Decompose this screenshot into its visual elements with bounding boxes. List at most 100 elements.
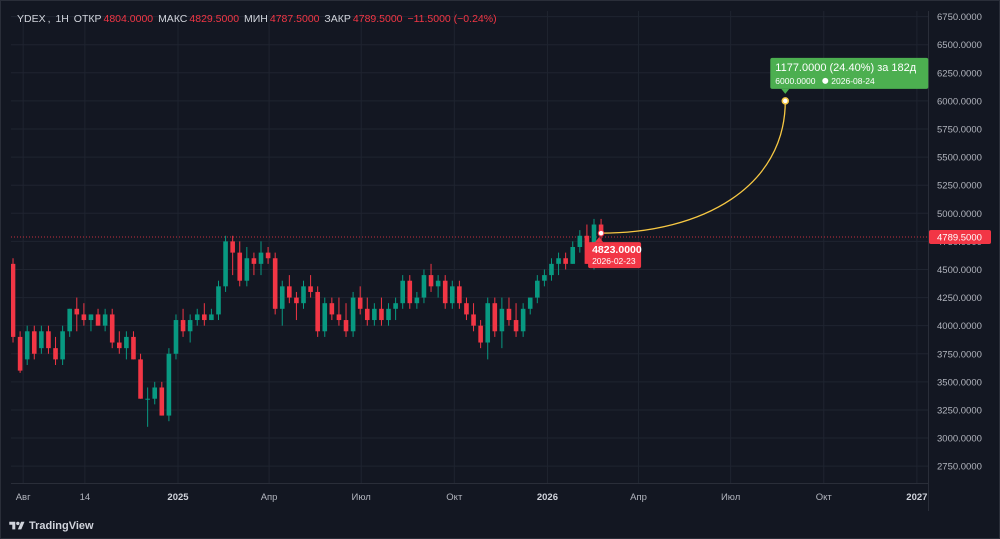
candle-body	[308, 286, 313, 292]
candle-body	[428, 275, 434, 287]
candle-body	[81, 314, 87, 321]
x-tick-label: Июл	[352, 492, 371, 503]
forecast-start-price: 4823.0000	[592, 244, 642, 256]
candle-body	[301, 286, 306, 304]
candle-body	[152, 387, 158, 399]
y-tick-label: 4000.0000	[937, 321, 982, 332]
candle-body	[287, 286, 292, 298]
candle-body	[88, 314, 94, 321]
y-tick-label: 3500.0000	[937, 377, 982, 388]
ohlc-legend: YDEX, 1H ОТКР 4804.0000 МАКС 4829.5000 МИН…	[17, 13, 497, 25]
candle-body	[492, 303, 498, 332]
legend-close-value: 4789.5000	[352, 13, 403, 25]
candle-body	[116, 342, 122, 349]
candle-body	[67, 308, 73, 332]
y-tick-label: 5000.0000	[937, 209, 982, 220]
forecast-target-change: 1177.0000 (24.40%) за 182д	[775, 62, 916, 74]
candle-body	[131, 336, 136, 360]
candle-body	[272, 258, 278, 309]
candle-body	[322, 303, 328, 332]
candle-body	[421, 275, 427, 298]
candle-body	[209, 314, 214, 321]
candle-body	[407, 280, 413, 304]
x-tick-label: 2025	[167, 492, 189, 503]
candle-body	[24, 331, 30, 360]
candle-body	[442, 280, 448, 304]
legend-open-value: 4804.0000	[103, 13, 154, 25]
x-tick-label: Апр	[261, 492, 278, 503]
y-tick-label: 5500.0000	[937, 153, 982, 164]
x-tick-label: Окт	[446, 492, 463, 503]
forecast-target-price: 6000.0000	[775, 76, 815, 86]
candle-body	[527, 297, 533, 309]
candle-body	[584, 235, 590, 264]
candle-body	[237, 252, 243, 281]
candle-body	[187, 320, 193, 332]
candle-body	[556, 258, 561, 264]
candle-body	[520, 308, 526, 332]
candle-body	[223, 241, 228, 287]
y-tick-label: 5750.0000	[937, 125, 982, 136]
x-tick-label: 2027	[906, 492, 927, 503]
candle-body	[216, 286, 221, 315]
candle-body	[372, 308, 377, 321]
y-tick-label: 2750.0000	[937, 462, 982, 473]
candle-body	[124, 336, 129, 349]
chart-panel[interactable]: 2750.0000 3000.0000 3250.0000 3500.0000 3750…	[11, 11, 991, 511]
legend-low-label: МИН	[243, 13, 268, 25]
candle-body	[39, 331, 44, 349]
x-tick-label: Июл	[721, 492, 740, 503]
candle-body	[244, 258, 250, 281]
legend-interval[interactable]: 1H	[55, 13, 69, 25]
candle-body	[386, 308, 391, 321]
legend-high-value: 4829.5000	[189, 13, 240, 25]
candle-body	[46, 331, 51, 349]
candle-body	[230, 241, 235, 253]
candle-body	[294, 297, 299, 304]
candle-body	[577, 235, 583, 247]
y-tick-label: 3000.0000	[937, 434, 982, 445]
candle-body	[166, 353, 172, 416]
forecast-target-point	[781, 97, 790, 105]
candle-body	[53, 348, 58, 360]
candle-body	[343, 320, 349, 332]
candle-body	[11, 263, 16, 337]
candle-body	[563, 258, 568, 264]
x-tick-label: Апр	[630, 492, 647, 503]
y-tick-label: 6250.0000	[937, 68, 982, 79]
price-chart[interactable]: 2750.0000 3000.0000 3250.0000 3500.0000 3750…	[11, 11, 991, 511]
y-tick-label: 5250.0000	[937, 181, 982, 192]
y-tick-label: 6000.0000	[937, 96, 982, 107]
candle-body	[329, 303, 335, 315]
forecast-start-point	[597, 229, 605, 237]
forecast-target-pointer	[781, 88, 790, 94]
candle-body	[109, 314, 115, 343]
forecast-start-badge	[588, 242, 642, 269]
forecast-curve	[601, 100, 786, 234]
candle-body	[464, 303, 469, 315]
candle-body	[435, 280, 441, 287]
legend-high-label: МАКС	[158, 13, 188, 25]
legend-low-value: 4787.5000	[269, 13, 320, 25]
legend-close-label: ЗАКР	[324, 13, 351, 25]
candle-body	[145, 398, 150, 400]
candle-body	[251, 258, 257, 264]
candle-body	[102, 314, 108, 326]
legend-symbol[interactable]: YDEX	[17, 13, 46, 25]
last-price-label: 4789.5000	[937, 232, 982, 243]
candle-body	[279, 286, 285, 309]
legend-open-label: ОТКР	[73, 13, 102, 25]
tradingview-logo-icon	[9, 521, 25, 530]
clock-icon	[822, 77, 829, 84]
candle-body	[357, 297, 363, 309]
candle-body	[364, 308, 370, 321]
tradingview-branding[interactable]: TradingView	[9, 516, 94, 536]
candle-body	[258, 252, 264, 264]
candle-body	[414, 297, 420, 304]
y-tick-label: 4500.0000	[937, 265, 982, 276]
candle-body	[180, 320, 186, 332]
candle-body	[173, 320, 179, 354]
candle-body	[457, 286, 462, 304]
x-tick-label: 2026	[537, 492, 558, 503]
candle-body	[74, 308, 80, 315]
